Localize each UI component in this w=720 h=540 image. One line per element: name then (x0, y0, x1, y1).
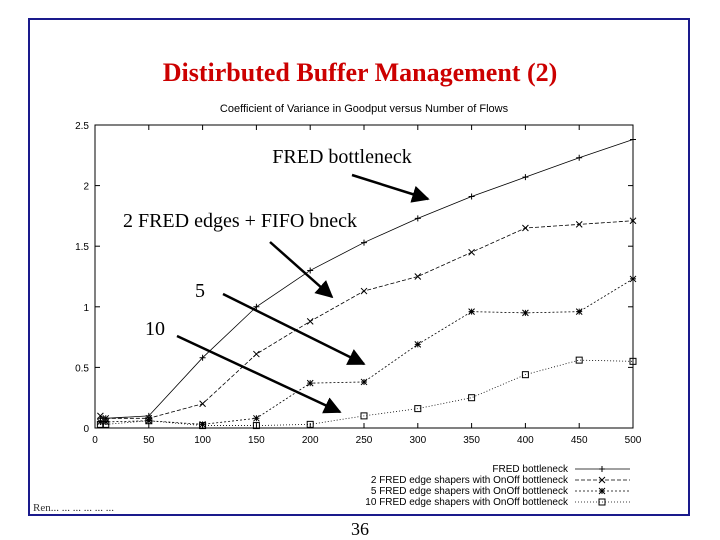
y-tick-label: 2 (83, 182, 89, 193)
series-line-4 (100, 359, 634, 426)
data-point (360, 378, 368, 386)
x-tick-label: 450 (571, 435, 588, 446)
data-point (306, 379, 314, 387)
data-point (199, 354, 206, 361)
x-tick-label: 150 (248, 435, 265, 446)
data-point (306, 317, 314, 325)
data-point (360, 287, 368, 295)
data-point (199, 422, 207, 430)
data-point (253, 414, 260, 422)
axes: 0 50 100 150 200 250 300 350 400 450 500 0 0.5 1 1.5 2 2… (75, 121, 642, 446)
data-point (252, 422, 260, 430)
data-point (102, 418, 110, 426)
data-point (522, 224, 529, 232)
y-tick-label: 2.5 (75, 121, 89, 132)
series-line-2 (100, 220, 634, 419)
data-point (360, 412, 368, 420)
annotation-label: 10 (145, 318, 165, 340)
data-point (521, 371, 529, 379)
y-tick-label: 1 (83, 303, 89, 314)
data-point (414, 341, 422, 348)
annotations: FRED bottleneck 2 FRED edges + FIFO bneck… (123, 146, 430, 414)
legend-label: FRED bottleneck (492, 464, 569, 475)
data-point (468, 394, 476, 402)
x-tick-label: 250 (356, 435, 373, 446)
slide-title: Distirbuted Buffer Management (2) (162, 58, 558, 87)
data-point (253, 303, 260, 310)
x-tick-label: 300 (409, 435, 426, 446)
annotation-arrow (351, 173, 430, 203)
data-point (522, 309, 529, 317)
series-group (96, 136, 637, 430)
data-point (414, 215, 421, 222)
data-point (414, 273, 422, 280)
x-tick-label: 400 (517, 435, 534, 446)
data-point (575, 356, 583, 364)
data-point (96, 420, 104, 428)
data-point (145, 417, 153, 425)
y-tick-label: 0 (83, 424, 89, 435)
legend-label: 5 FRED edge shapers with OnOff bottlenec… (371, 486, 569, 497)
data-point (629, 275, 637, 283)
data-point (102, 420, 110, 428)
data-point (253, 350, 260, 358)
data-point (199, 421, 206, 428)
data-point (361, 239, 367, 246)
data-point (307, 267, 314, 274)
data-point (522, 174, 529, 181)
data-point (199, 400, 206, 408)
data-point (575, 308, 583, 316)
data-point (468, 193, 475, 200)
chart-title: Coefficient of Variance in Goodput versu… (220, 103, 509, 115)
data-point (629, 357, 637, 365)
footer-text: Ren... ... ... ... ... ... (33, 502, 114, 514)
page-number: 36 (351, 519, 369, 539)
series-line-3 (100, 278, 634, 425)
data-point (414, 405, 422, 413)
data-point (306, 420, 314, 428)
annotation-arrow (176, 334, 342, 414)
annotation-label: 5 (195, 280, 205, 302)
legend-label: 10 FRED edge shapers with OnOff bottlene… (365, 497, 569, 508)
data-point (630, 136, 636, 143)
data-point (576, 154, 583, 161)
slide-frame (28, 18, 690, 516)
annotation-arrow (269, 241, 334, 299)
data-point (575, 221, 583, 228)
legend-marker (598, 498, 606, 506)
annotation-label: 2 FRED edges + FIFO bneck (123, 210, 357, 232)
data-point (629, 217, 637, 225)
data-point (468, 308, 475, 316)
annotation-label: FRED bottleneck (272, 146, 411, 168)
legend-marker (598, 487, 606, 495)
y-tick-label: 0.5 (75, 363, 89, 374)
data-point (97, 412, 104, 420)
x-tick-label: 200 (302, 435, 319, 446)
legend-marker (599, 466, 605, 472)
series-line-1 (100, 139, 634, 419)
y-tick-label: 1.5 (75, 242, 89, 253)
x-tick-label: 50 (143, 435, 155, 446)
data-point (468, 248, 475, 256)
x-tick-label: 0 (92, 435, 98, 446)
x-tick-label: 500 (625, 435, 642, 446)
x-tick-label: 350 (463, 435, 480, 446)
legend-marker (598, 476, 606, 484)
data-point (97, 418, 104, 426)
annotation-arrow (222, 292, 366, 366)
x-tick-label: 100 (194, 435, 211, 446)
legend-label: 2 FRED edge shapers with OnOff bottlenec… (371, 475, 569, 486)
